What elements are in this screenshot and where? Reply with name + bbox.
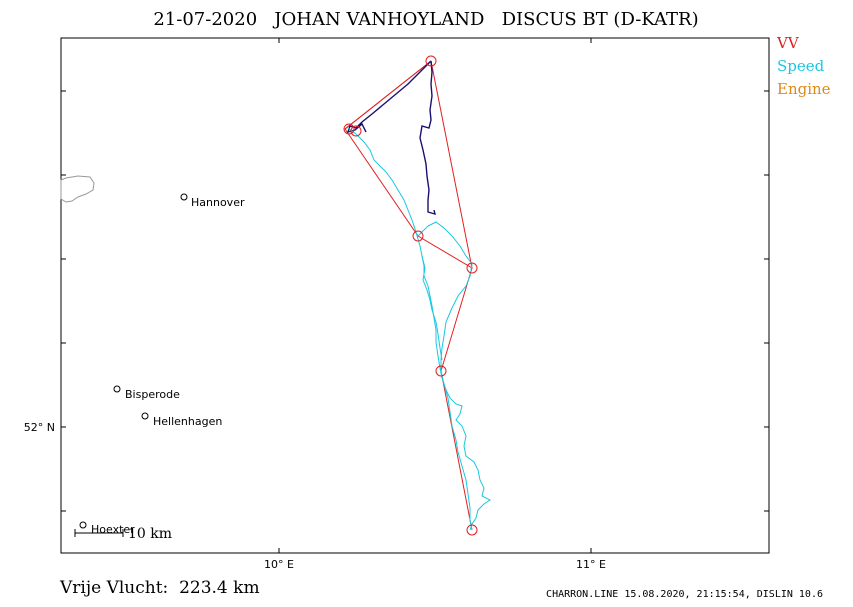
scale-bar-label: 10 km — [128, 526, 172, 542]
turnpoint-marker — [466, 262, 478, 274]
turnpoints — [343, 55, 478, 536]
top-ticks — [278, 38, 592, 43]
legend-engine: Engine — [777, 80, 831, 98]
task-route — [344, 60, 473, 531]
flight-track-speed-2 — [417, 221, 473, 371]
flight-track-speed-4 — [421, 255, 443, 361]
city-label-hannover: Hannover — [191, 196, 245, 209]
turnpoint-marker — [350, 125, 362, 137]
turnpoint-marker — [425, 55, 437, 67]
flight-track-speed — [347, 127, 491, 531]
right-ticks — [764, 90, 769, 512]
legend-speed: Speed — [777, 57, 825, 75]
task-leg-1 — [344, 60, 432, 130]
x-tick-10e: 10° E — [264, 558, 294, 571]
turnpoint-marker — [412, 230, 424, 242]
turnpoint-marker — [343, 123, 355, 135]
bottom-ticks — [278, 548, 592, 553]
turnpoint-marker — [466, 524, 478, 536]
city-marker — [141, 412, 149, 420]
city-label-bisperode: Bisperode — [125, 388, 180, 401]
scale-bar: 10 km — [74, 526, 172, 542]
city-hoexter: Hoexter — [79, 521, 135, 536]
left-ticks — [61, 90, 66, 512]
city-marker — [180, 193, 188, 201]
lake-outline — [60, 175, 95, 203]
flight-track-dark — [419, 60, 436, 216]
flight-track-dark-2 — [346, 60, 432, 134]
credit-label: CHARRON.LINE 15.08.2020, 21:15:54, DISLI… — [546, 589, 823, 600]
turnpoint-marker — [435, 365, 447, 377]
city-hellenhagen: Hellenhagen — [141, 412, 222, 428]
legend-vv: VV — [776, 34, 800, 52]
city-marker — [113, 385, 121, 393]
city-bisperode: Bisperode — [113, 385, 180, 401]
map-title: 21-07-2020 JOHAN VANHOYLAND DISCUS BT (D… — [153, 9, 698, 30]
y-tick-52n: 52° N — [24, 421, 55, 434]
flight-track-speed-3 — [440, 370, 473, 531]
city-marker — [79, 521, 87, 529]
x-tick-11e: 11° E — [576, 558, 606, 571]
map-frame — [60, 37, 770, 554]
city-hannover: Hannover — [180, 193, 245, 209]
city-label-hellenhagen: Hellenhagen — [153, 415, 222, 428]
distance-label: Vrije Vlucht: 223.4 km — [59, 578, 260, 598]
